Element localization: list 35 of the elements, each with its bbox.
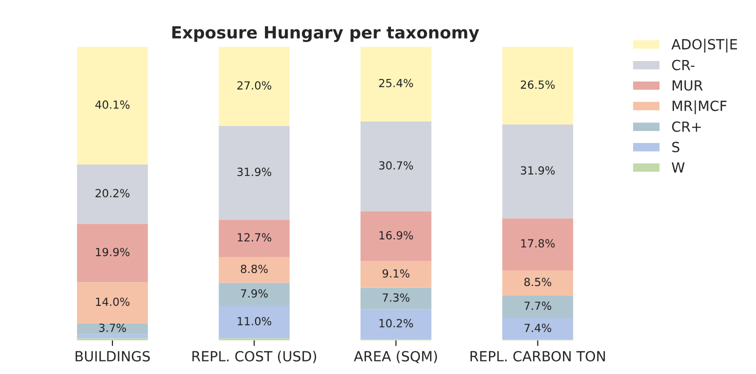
legend-label: W (672, 162, 685, 172)
data-label: 7.4% (524, 324, 552, 332)
data-label: 25.4% (379, 78, 413, 88)
data-label: 7.7% (524, 302, 552, 310)
data-label: 31.9% (237, 168, 272, 176)
data-label: 8.8% (240, 264, 268, 274)
data-label: 7.9% (241, 289, 268, 298)
data-label: 16.9% (380, 231, 413, 240)
legend-label: ADO|ST|E (671, 38, 737, 53)
x-tick-label: REPL. CARBON TON (470, 351, 605, 362)
chart-title: Exposure Hungary per taxonomy (172, 26, 480, 42)
data-label: 9.1% (382, 269, 410, 278)
data-label: 20.2% (96, 188, 130, 198)
legend-label: CR- (672, 60, 694, 70)
data-label: 30.7% (379, 161, 413, 170)
data-label: 11.0% (238, 316, 272, 326)
data-label: 3.7% (99, 324, 126, 332)
legend-label: S (672, 142, 680, 152)
legend-label: MUR (672, 80, 703, 91)
data-label: 40.1% (95, 100, 130, 109)
data-label: 19.9% (96, 248, 130, 256)
x-tick-label: REPL. COST (USD) (192, 350, 316, 364)
x-tick-label: AREA (SQM) (354, 350, 437, 364)
data-label: 8.5% (524, 278, 552, 286)
legend-label: MR|MCF (672, 100, 726, 114)
data-label: 7.3% (382, 293, 410, 302)
data-label: 10.2% (380, 319, 413, 328)
data-label: 31.9% (520, 166, 555, 175)
data-label: 14.0% (96, 298, 130, 306)
legend-label: CR+ (672, 121, 701, 132)
data-label: 27.0% (237, 81, 272, 90)
data-label: 26.5% (520, 80, 555, 89)
x-tick-label: BUILDINGS (76, 351, 150, 362)
data-label: 17.8% (521, 239, 555, 248)
data-label: 12.7% (238, 233, 272, 242)
